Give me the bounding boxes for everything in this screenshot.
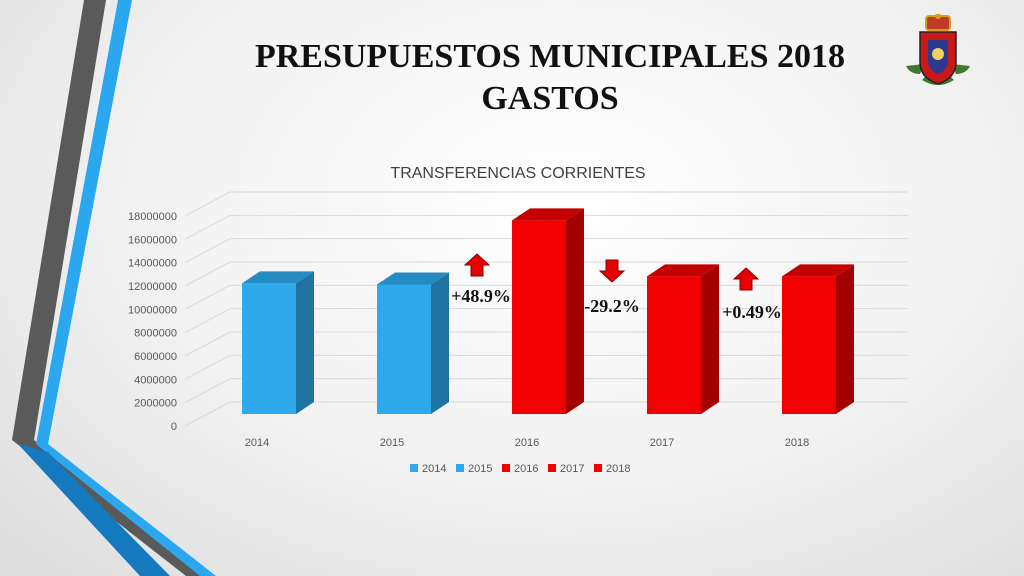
bar-2016 xyxy=(512,208,584,414)
legend-swatch xyxy=(456,464,464,472)
legend-item-2015: 2015 xyxy=(456,463,492,475)
y-axis-tick-labels: 0 2000000 4000000 6000000 8000000 10000000 120… xyxy=(128,211,177,433)
decor-blue-stripe xyxy=(36,0,216,576)
bar-top xyxy=(647,264,719,277)
arrow-shape xyxy=(598,259,626,283)
bar-front xyxy=(647,276,701,414)
x-tick-label: 2014 xyxy=(245,437,269,449)
bar-2015 xyxy=(377,272,449,414)
bar-2014 xyxy=(242,271,314,414)
bar-side xyxy=(431,272,449,414)
gridline-side xyxy=(184,401,231,427)
percent-change-annotations: +48.9% -29.2% +0.49% xyxy=(451,253,782,322)
bar-2018 xyxy=(782,264,854,414)
bar-2017 xyxy=(647,264,719,414)
gridline-side xyxy=(184,261,231,287)
legend-label: 2015 xyxy=(468,463,492,475)
legend-label: 2016 xyxy=(514,463,538,475)
bar-front xyxy=(512,220,566,414)
chart-legend: 2014 2015 2016 2017 2018 xyxy=(410,463,630,475)
gridline-side xyxy=(184,354,231,380)
bar-side xyxy=(701,264,719,414)
legend-swatch xyxy=(548,464,556,472)
bar-top xyxy=(242,271,314,284)
bar-front xyxy=(242,283,296,414)
bar-top xyxy=(782,264,854,277)
y-tick-label: 12000000 xyxy=(128,281,177,293)
legend-item-2016: 2016 xyxy=(502,463,538,475)
y-tick-label: 18000000 xyxy=(128,211,177,223)
y-tick-label: 16000000 xyxy=(128,234,177,246)
legend-item-2014: 2014 xyxy=(410,463,446,475)
legend-swatch xyxy=(594,464,602,472)
legend-item-2017: 2017 xyxy=(548,463,584,475)
gridline-side xyxy=(184,308,231,334)
y-tick-label: 10000000 xyxy=(128,304,177,316)
gridline-side xyxy=(184,378,231,404)
arrow-shape xyxy=(463,253,491,277)
y-tick-label: 4000000 xyxy=(134,374,177,386)
arrow-up-icon xyxy=(732,267,760,291)
decor-gray-stripe xyxy=(12,0,214,576)
gridline-side xyxy=(184,191,231,217)
x-axis-tick-labels: 2014 2015 2016 2017 2018 xyxy=(245,437,809,449)
decor-dark-blue-stripe xyxy=(18,444,170,576)
chart-bars xyxy=(242,208,854,414)
legend-swatch xyxy=(502,464,510,472)
y-tick-label: 8000000 xyxy=(134,328,177,340)
slide-title: PRESUPUESTOS MUNICIPALES 2018 GASTOS xyxy=(200,36,900,120)
bar-side xyxy=(566,208,584,414)
percent-change-label: +0.49% xyxy=(722,302,782,322)
slide-title-line1: PRESUPUESTOS MUNICIPALES 2018 xyxy=(254,38,846,75)
arrow-up-icon xyxy=(463,253,491,277)
slide-title-line2: GASTOS xyxy=(481,80,619,117)
y-tick-label: 14000000 xyxy=(128,258,177,270)
bar-side xyxy=(836,264,854,414)
x-tick-label: 2015 xyxy=(380,437,404,449)
arrow-down-icon xyxy=(598,259,626,283)
x-tick-label: 2018 xyxy=(785,437,809,449)
legend-label: 2018 xyxy=(606,463,630,475)
gridline-side xyxy=(184,331,231,357)
gridline-side xyxy=(184,214,231,240)
municipal-coat-of-arms-icon xyxy=(906,14,970,85)
bar-top xyxy=(377,272,449,285)
arrow-shape xyxy=(732,267,760,291)
percent-change-label: +48.9% xyxy=(451,286,511,306)
legend-item-2018: 2018 xyxy=(594,463,630,475)
y-tick-label: 0 xyxy=(171,421,177,433)
legend-label: 2017 xyxy=(560,463,584,475)
bar-side xyxy=(296,271,314,414)
bar-front xyxy=(377,284,431,414)
x-tick-label: 2016 xyxy=(515,437,539,449)
bar-top xyxy=(512,208,584,221)
y-tick-label: 6000000 xyxy=(134,351,177,363)
chart-title: TRANSFERENCIAS CORRIENTES xyxy=(390,165,645,182)
legend-swatch xyxy=(410,464,418,472)
y-tick-label: 2000000 xyxy=(134,398,177,410)
percent-change-label: -29.2% xyxy=(584,296,640,316)
bar-front xyxy=(782,276,836,414)
x-tick-label: 2017 xyxy=(650,437,674,449)
legend-label: 2014 xyxy=(422,463,446,475)
gridline-side xyxy=(184,284,231,310)
gridline-side xyxy=(184,238,231,264)
